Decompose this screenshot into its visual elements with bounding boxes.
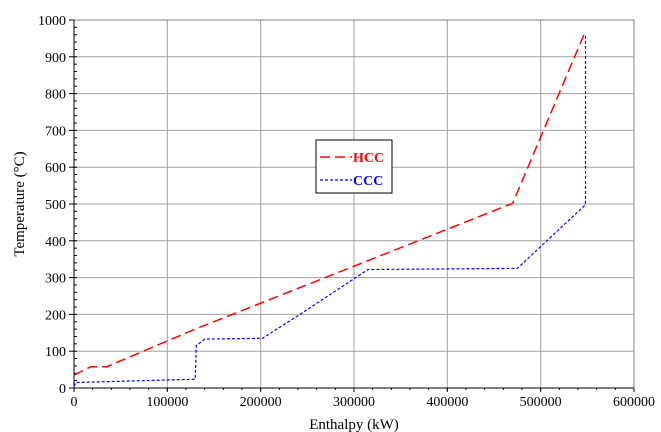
x-tick-label: 100000	[146, 395, 188, 410]
y-tick-label: 0	[59, 382, 66, 397]
y-tick-label: 400	[45, 235, 66, 250]
x-tick-label: 400000	[426, 395, 468, 410]
legend-label-hcc: HCC	[353, 151, 384, 166]
y-tick-label: 900	[45, 51, 66, 66]
gridlines	[74, 19, 635, 388]
x-tick-label: 300000	[333, 395, 375, 410]
axes	[69, 19, 635, 392]
legend-box	[315, 139, 393, 194]
series-lines	[73, 30, 587, 387]
y-tick-label: 100	[45, 345, 66, 360]
y-tick-label: 700	[45, 124, 66, 139]
y-tick-label: 600	[45, 161, 66, 176]
legend-label-ccc: CCC	[353, 174, 383, 189]
y-tick-label: 500	[45, 198, 66, 213]
x-axis-title: Enthalpy (kW)	[309, 417, 399, 432]
x-tick-label: 600000	[613, 395, 655, 410]
y-tick-label: 300	[45, 272, 66, 287]
x-tick-label: 0	[71, 395, 78, 410]
y-tick-label: 800	[45, 88, 66, 103]
y-tick-label: 200	[45, 308, 66, 323]
legend: HCC CCC	[315, 139, 393, 194]
y-axis-title: Temperature (°C)	[12, 151, 28, 256]
x-tick-label: 200000	[240, 395, 282, 410]
series-line-hcc	[73, 30, 587, 376]
y-tick-label: 1000	[38, 14, 66, 29]
x-tick-label: 500000	[520, 395, 562, 410]
series-line-ccc	[73, 34, 587, 387]
tick-labels: 0 100000 200000 300000 400000 500000 600000 0 10…	[38, 14, 655, 410]
